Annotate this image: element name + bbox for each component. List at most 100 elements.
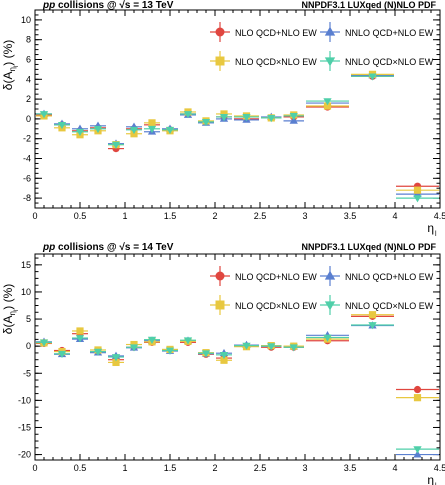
- data-point: [351, 311, 394, 319]
- data-point: [306, 98, 349, 106]
- x-tick-label: 2.5: [254, 211, 267, 221]
- y-tick-label: -4: [23, 154, 31, 164]
- legend-label: NNLO QCD×NLO EW: [345, 301, 434, 311]
- x-tick-label: 3.5: [344, 211, 357, 221]
- legend-label: NLO QCD+NLO EW: [235, 272, 317, 282]
- chart-title-left: pp collisions @ √s = 14 TeV: [42, 242, 174, 253]
- plot-frame: [34, 253, 441, 461]
- data-point: [36, 111, 52, 119]
- data-point: [216, 114, 232, 122]
- data-point: [54, 121, 70, 130]
- y-axis-label-text: δ(Aηl) (%): [1, 40, 20, 90]
- y-tick-label: 2: [26, 94, 31, 104]
- y-tick-label: -15: [18, 422, 31, 432]
- x-axis-label-sub: l: [435, 231, 437, 238]
- data-point: [216, 351, 232, 360]
- data-point: [396, 195, 439, 203]
- data-point: [351, 322, 394, 330]
- data-point: [180, 111, 196, 119]
- data-point: [283, 344, 304, 352]
- data-point: [144, 125, 160, 134]
- y-tick-label: -5: [23, 368, 31, 378]
- x-tick-label: 1.5: [164, 211, 177, 221]
- data-point: [144, 119, 160, 127]
- x-tick-label: 2: [212, 211, 217, 221]
- x-tick-label: 1: [122, 463, 127, 473]
- series-3: [36, 70, 439, 194]
- chart-title-right: NNPDF3.1 LUXqed (N)NLO PDF: [301, 242, 436, 252]
- data-point: [126, 126, 142, 135]
- data-point: [90, 125, 106, 134]
- data-point: [90, 348, 106, 356]
- chart-panel-2: pp collisions @ √s = 14 TeV NNPDF3.1 LUXq…: [1, 242, 445, 485]
- x-tick-label: 0.5: [74, 463, 87, 473]
- y-tick-label: 10: [21, 287, 31, 297]
- legend-entry-2: NNLO QCD+NLO EW: [320, 22, 434, 42]
- legend: NLO QCD+NLO EW NNLO QCD+NLO EW NLO QCD×NLO…: [210, 22, 434, 71]
- x-tick-label: 1: [122, 211, 127, 221]
- y-tick-label: -20: [18, 450, 31, 460]
- x-tick-label: 1.5: [164, 463, 177, 473]
- legend-entry-2: NNLO QCD+NLO EW: [320, 266, 434, 286]
- legend-label: NNLO QCD+NLO EW: [345, 28, 434, 38]
- x-tick-label: 3.5: [344, 463, 357, 473]
- data-point: [72, 335, 88, 343]
- legend-label: NLO QCD+NLO EW: [235, 28, 317, 38]
- legend-entry-1: NLO QCD+NLO EW: [210, 266, 317, 286]
- data-point: [261, 115, 282, 123]
- y-axis-label-text: δ(Aηl) (%): [1, 284, 20, 334]
- x-tick-label: 4.5: [434, 211, 445, 221]
- x-axis-label: η: [427, 473, 434, 485]
- data-point: [351, 73, 394, 81]
- chart-title-left: pp collisions @ √s = 13 TeV: [42, 0, 174, 11]
- y-tick-label: -2: [23, 134, 31, 144]
- x-tick-label: 3: [302, 463, 307, 473]
- x-axis-label-sub: l: [435, 483, 437, 485]
- data-point: [396, 186, 439, 194]
- series-2: [36, 321, 439, 458]
- y-tick-label: 10: [21, 15, 31, 25]
- series-4: [36, 73, 439, 203]
- legend-label: NLO QCD×NLO EW: [235, 301, 317, 311]
- data-point: [198, 118, 214, 127]
- data-point: [396, 394, 439, 402]
- x-tick-label: 0: [32, 463, 37, 473]
- data-point: [306, 334, 349, 342]
- data-point: [180, 337, 196, 345]
- series-4: [36, 322, 439, 454]
- legend-entry-3: NLO QCD×NLO EW: [210, 295, 317, 315]
- data-point: [234, 114, 259, 122]
- y-tick-label: -8: [23, 193, 31, 203]
- x-tick-label: 4: [392, 463, 397, 473]
- y-tick-label: 5: [26, 314, 31, 324]
- data-point: [396, 446, 439, 454]
- y-tick-label: 15: [21, 260, 31, 270]
- data-point: [54, 350, 70, 359]
- legend-entry-4: NNLO QCD×NLO EW: [320, 51, 434, 71]
- data-point: [72, 327, 88, 335]
- y-tick-label: -10: [18, 395, 31, 405]
- x-axis-label: η: [427, 221, 434, 235]
- x-tick-label: 4: [392, 211, 397, 221]
- legend-entry-3: NLO QCD×NLO EW: [210, 51, 317, 71]
- chart-title-right: NNPDF3.1 LUXqed (N)NLO PDF: [301, 0, 436, 10]
- legend-label: NNLO QCD×NLO EW: [345, 57, 434, 67]
- x-tick-label: 0: [32, 211, 37, 221]
- y-tick-label: 6: [26, 55, 31, 65]
- x-tick-label: 2.5: [254, 463, 267, 473]
- legend-label: NLO QCD×NLO EW: [235, 57, 317, 67]
- data-point: [234, 342, 259, 350]
- data-point: [162, 347, 178, 355]
- data-point: [72, 128, 88, 137]
- y-axis-label: δ(Aηl) (%): [1, 40, 20, 90]
- data-point: [396, 385, 439, 394]
- x-tick-label: 4.5: [434, 463, 445, 473]
- legend-label: NNLO QCD+NLO EW: [345, 272, 434, 282]
- y-axis-label: δ(Aηl) (%): [1, 284, 20, 334]
- legend-entry-4: NNLO QCD×NLO EW: [320, 295, 434, 315]
- data-point: [162, 126, 178, 135]
- y-tick-label: 0: [26, 114, 31, 124]
- legend: NLO QCD+NLO EW NNLO QCD+NLO EW NLO QCD×NLO…: [210, 266, 434, 315]
- legend-entry-1: NLO QCD+NLO EW: [210, 22, 317, 42]
- y-tick-label: 4: [26, 74, 31, 84]
